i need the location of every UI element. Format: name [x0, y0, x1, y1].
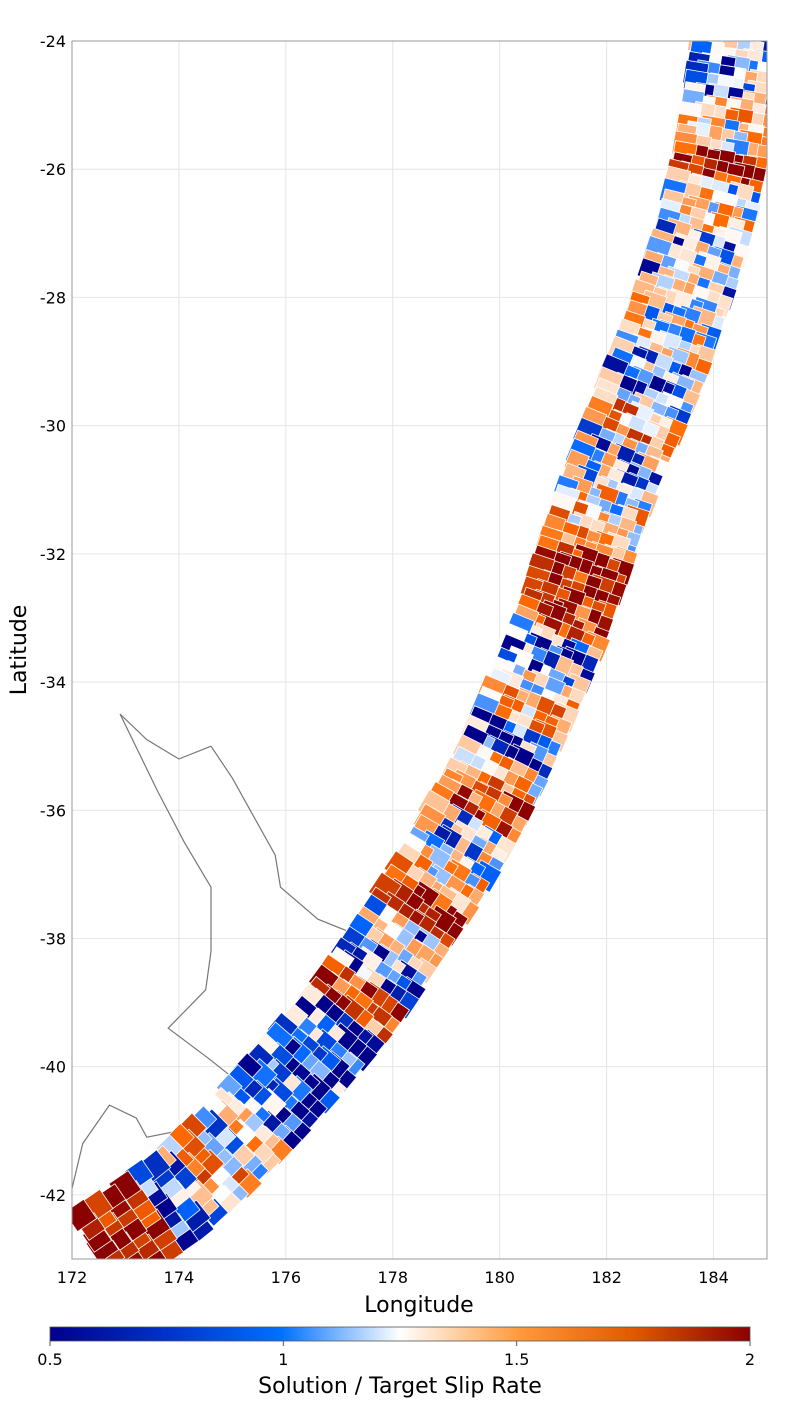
fault-patch: [763, 41, 767, 64]
y-tick-label: -32: [40, 545, 66, 564]
colorbar-tick-label: 1: [278, 1350, 288, 1369]
colorbar-tick-label: 1.5: [504, 1350, 529, 1369]
fault-patches: [72, 41, 767, 1293]
y-tick-label: -42: [40, 1186, 66, 1205]
y-tick-label: -38: [40, 929, 66, 948]
x-tick-labels: 172 174 176 178 180 182 184: [57, 1268, 729, 1287]
colorbar-title: Solution / Target Slip Rate: [258, 1374, 542, 1399]
x-tick-label: 182: [591, 1268, 622, 1287]
x-tick-label: 184: [698, 1268, 729, 1287]
fault-patch: [110, 1265, 138, 1293]
colorbar-ticks: 0.5 1 1.5 2: [37, 1341, 755, 1369]
plot-frame: [71, 40, 768, 1260]
y-tick-label: -40: [40, 1058, 66, 1077]
fault-patch: [165, 1122, 195, 1152]
y-tick-label: -26: [40, 160, 66, 179]
x-tick-label: 178: [377, 1268, 408, 1287]
y-tick-labels: -24 -26 -28 -30 -32 -34 -36 -38 -40 -42: [40, 32, 66, 1205]
colorbar: [49, 1326, 751, 1342]
y-tick-label: -34: [40, 673, 66, 692]
fault-patch: [72, 1198, 98, 1233]
x-tick-label: 180: [484, 1268, 515, 1287]
x-tick-label: 174: [164, 1268, 195, 1287]
x-axis-title: Longitude: [364, 1293, 473, 1318]
y-tick-label: -36: [40, 801, 66, 820]
fault-patch: [135, 1256, 142, 1259]
y-axis-title: Latitude: [7, 605, 32, 696]
y-tick-label: -24: [40, 32, 66, 51]
colorbar-tick-label: 0.5: [37, 1350, 62, 1369]
colorbar-tick-label: 2: [745, 1350, 755, 1369]
x-tick-label: 176: [271, 1268, 302, 1287]
y-tick-label: -28: [40, 288, 66, 307]
y-tick-label: -30: [40, 417, 66, 436]
x-tick-label: 172: [57, 1268, 88, 1287]
